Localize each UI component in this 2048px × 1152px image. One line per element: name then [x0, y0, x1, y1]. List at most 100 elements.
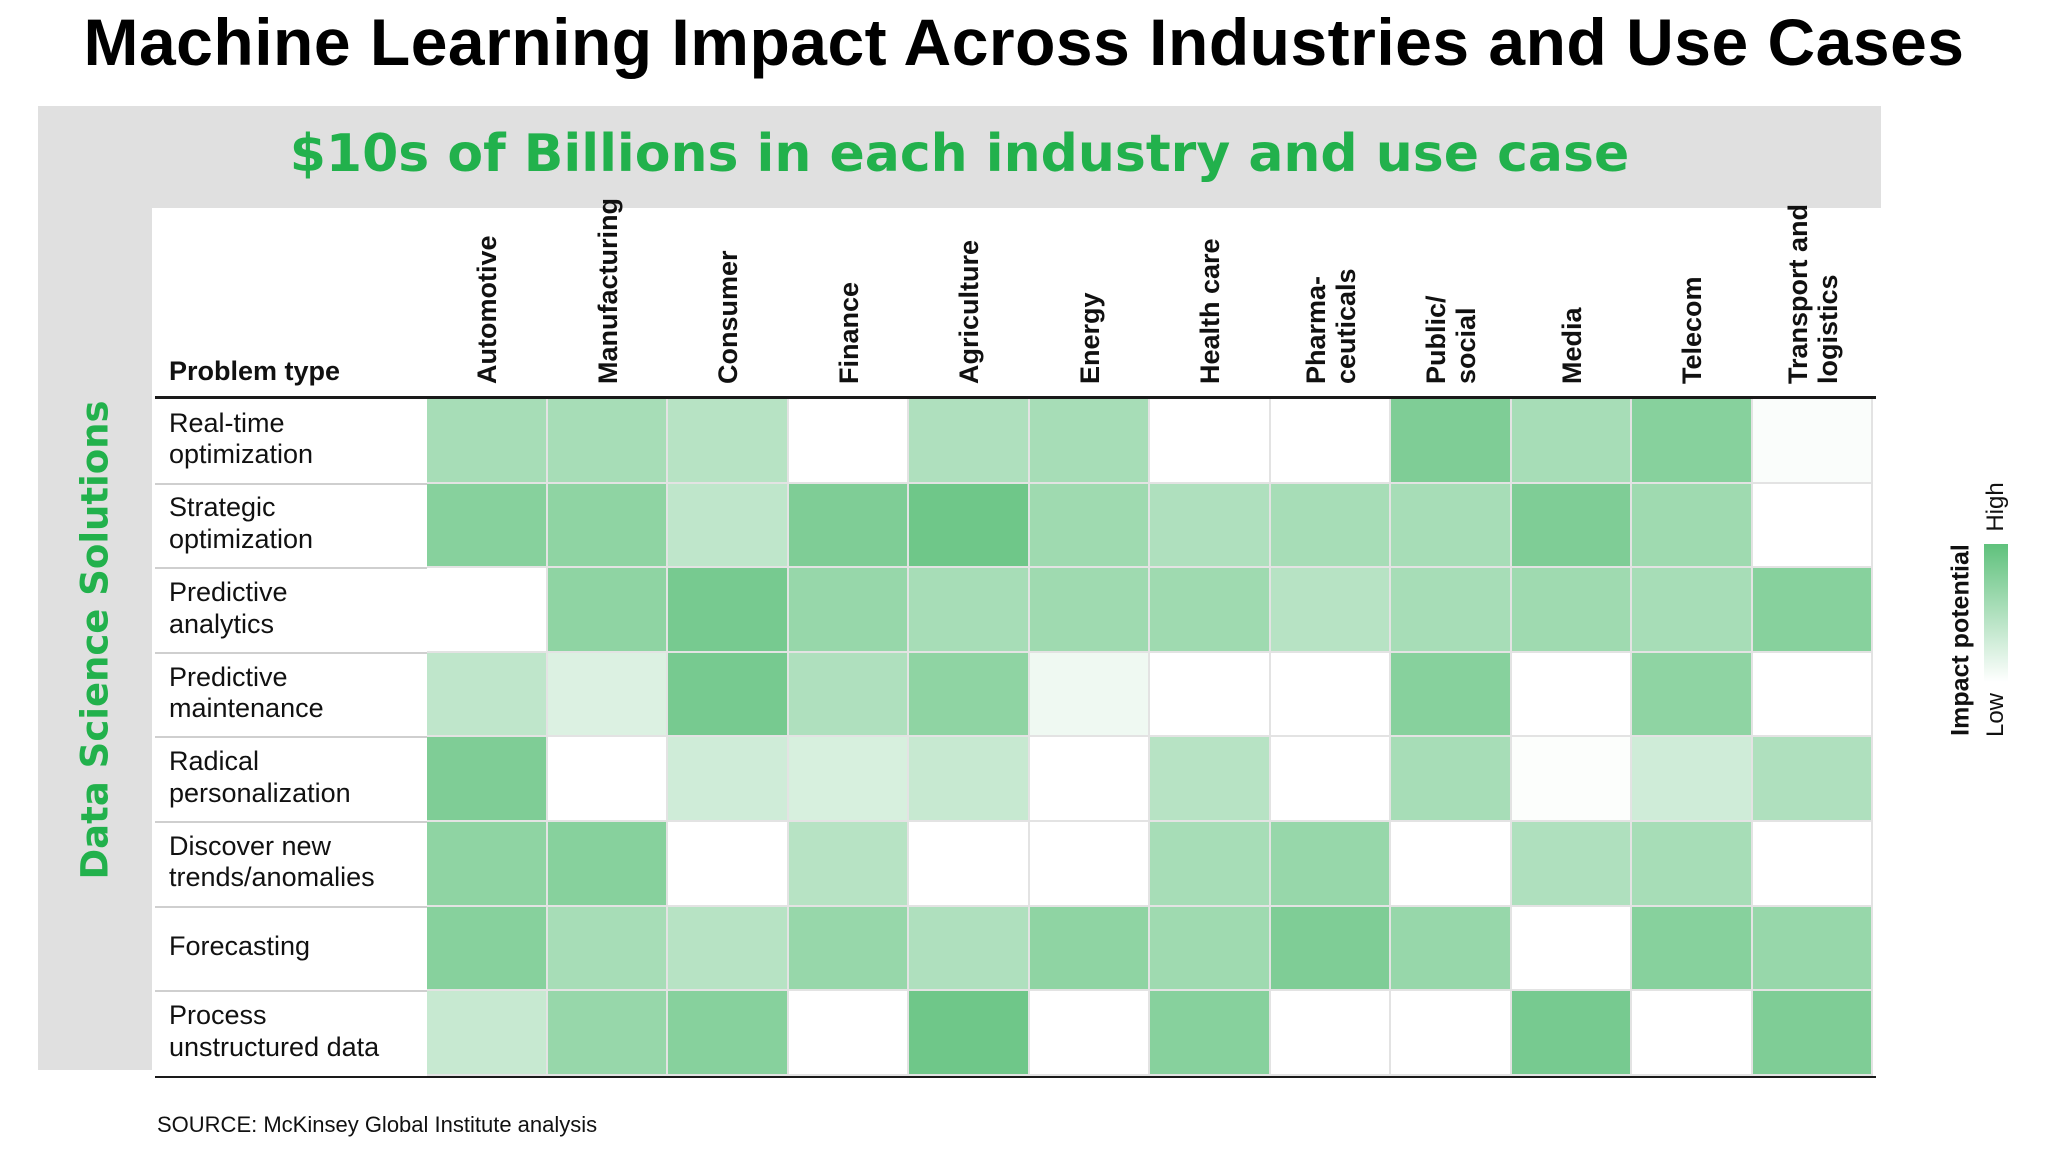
heatmap-cell: [1632, 652, 1753, 738]
heatmap-cell: [1270, 399, 1391, 484]
banner-panel: [38, 106, 1881, 208]
column-label-line: Consumer: [713, 250, 744, 384]
heatmap-cell: [668, 822, 789, 907]
column-label-line: Media: [1556, 307, 1587, 384]
bottom-rule: [155, 1075, 1876, 1078]
heatmap-cell: [1391, 737, 1512, 822]
heatmap-cell: [1511, 483, 1632, 569]
heatmap-cell: [547, 906, 668, 992]
heatmap-cell: [1029, 483, 1150, 569]
row-label: Radical personalization: [169, 746, 351, 809]
heatmap-cell: [1752, 991, 1873, 1076]
row-label-line: Strategic: [169, 492, 276, 523]
heatmap-cell: [547, 568, 668, 653]
heatmap-cell: [668, 399, 789, 484]
row-label-line: optimization: [169, 439, 314, 470]
header-rule: [155, 396, 1876, 399]
row-label: Forecasting: [169, 931, 310, 963]
source-note: SOURCE: McKinsey Global Institute analys…: [157, 1112, 598, 1137]
legend-high-label: High: [1982, 482, 2009, 532]
column-label: Agriculture: [954, 240, 984, 384]
column-label-line: Energy: [1074, 292, 1105, 384]
heatmap-cell: [1150, 399, 1271, 484]
heatmap-cell: [909, 737, 1030, 822]
heatmap-cell: [1632, 483, 1753, 569]
heatmap-cell: [1391, 906, 1512, 992]
heatmap-cell: [1511, 399, 1632, 484]
heatmap-cell: [1752, 399, 1873, 484]
heatmap-cell: [909, 652, 1030, 738]
heatmap-cell: [1391, 399, 1512, 484]
heatmap-cell: [909, 483, 1030, 569]
heatmap-cell: [547, 652, 668, 738]
heatmap-cell: [427, 991, 548, 1076]
side-panel: [38, 208, 152, 1070]
column-label: Automotive: [472, 236, 502, 385]
heatmap-cell: [1752, 568, 1873, 653]
row-label-line: optimization: [169, 523, 314, 554]
heatmap-cell: [547, 737, 668, 822]
column-label: Public/social: [1421, 295, 1481, 384]
heatmap-cell: [1150, 568, 1271, 653]
row-divider: [155, 736, 427, 739]
row-label-line: trends/anomalies: [169, 862, 375, 893]
heatmap-cell: [1632, 399, 1753, 484]
heatmap-cell: [1391, 652, 1512, 738]
column-label: Media: [1557, 307, 1587, 384]
column-label-line: Agriculture: [954, 239, 985, 384]
heatmap-cell: [668, 652, 789, 738]
heatmap-cell: [788, 652, 909, 738]
heatmap-cell: [668, 483, 789, 569]
heatmap-cell: [1511, 822, 1632, 907]
row-label: Predictive maintenance: [169, 662, 324, 725]
row-label-line: unstructured data: [169, 1031, 380, 1062]
legend-low-label: Low: [1982, 692, 2009, 738]
heatmap-cell: [1752, 822, 1873, 907]
legend-title: Impact potential: [1946, 544, 1975, 736]
heatmap-cell: [788, 399, 909, 484]
page-title: Machine Learning Impact Across Industrie…: [83, 5, 1965, 79]
column-label: Pharma-ceuticals: [1301, 268, 1361, 384]
column-label: Finance: [834, 282, 864, 384]
row-label-line: analytics: [169, 608, 275, 639]
heatmap-cell: [788, 737, 909, 822]
heatmap-cell: [1511, 991, 1632, 1076]
heatmap-cell: [427, 568, 548, 653]
heatmap-cell: [668, 991, 789, 1076]
legend-gradient: [1984, 544, 2008, 682]
row-divider: [155, 821, 427, 823]
row-divider: [155, 482, 427, 485]
heatmap-cell: [1270, 906, 1391, 992]
heatmap-cell: [668, 568, 789, 653]
column-label-line: Finance: [833, 281, 864, 384]
heatmap-cell: [1150, 483, 1271, 569]
column-label-line: Pharma-: [1300, 275, 1331, 384]
heatmap-cell: [1270, 991, 1391, 1076]
heatmap-cell: [1029, 822, 1150, 907]
row-label-line: Forecasting: [169, 931, 311, 962]
column-label-line: Health care: [1195, 238, 1226, 384]
heatmap-cell: [1391, 483, 1512, 569]
heatmap-cell: [1752, 906, 1873, 992]
row-label-line: Predictive: [169, 577, 288, 607]
heatmap-cell: [1029, 652, 1150, 738]
heatmap-cell: [1029, 906, 1150, 992]
row-label-line: Process: [169, 1000, 267, 1030]
row-label-line: Radical: [169, 746, 260, 777]
heatmap-cell: [788, 991, 909, 1076]
column-label-line: Automotive: [472, 235, 503, 385]
row-label-line: Predictive: [169, 661, 288, 692]
heatmap-cell: [1270, 822, 1391, 907]
column-label-line: ceuticals: [1330, 268, 1361, 384]
heatmap-cell: [1150, 652, 1271, 738]
heatmap-cell: [427, 737, 548, 822]
column-label-line: social: [1451, 307, 1482, 384]
row-label-line: personalization: [169, 777, 351, 808]
heatmap-cell: [1511, 568, 1632, 653]
row-label: Process unstructured data: [169, 1000, 379, 1063]
heatmap-cell: [1150, 991, 1271, 1076]
heatmap-cell: [1270, 568, 1391, 653]
heatmap-cell: [909, 991, 1030, 1076]
heatmap-cell: [1391, 568, 1512, 653]
heatmap-cell: [788, 568, 909, 653]
